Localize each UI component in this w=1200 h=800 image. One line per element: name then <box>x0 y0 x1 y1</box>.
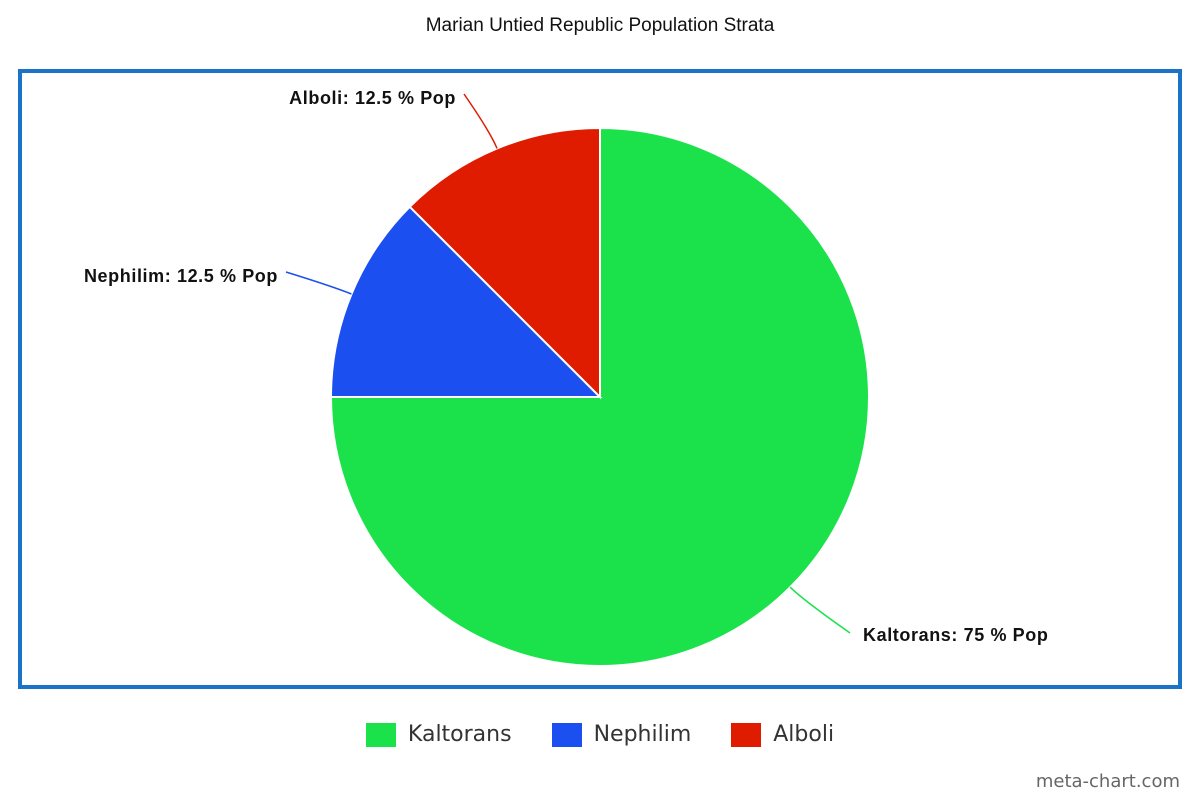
legend-swatch <box>731 722 762 747</box>
watermark: meta-chart.com <box>1035 771 1180 792</box>
legend-label: Alboli <box>773 722 835 747</box>
legend-item-alboli: Alboli <box>731 722 834 747</box>
data-label-nephilim: Nephilim: 12.5 % Pop <box>84 266 278 286</box>
chart-frame <box>18 69 1182 689</box>
legend-item-kaltorans: Kaltorans <box>365 722 512 747</box>
legend-item-nephilim: Nephilim <box>551 722 692 747</box>
leader-line-kaltorans <box>789 586 851 634</box>
legend-label: Nephilim <box>593 722 692 747</box>
data-label-kaltorans: Kaltorans: 75 % Pop <box>863 625 1048 645</box>
legend-label: Kaltorans <box>407 722 512 747</box>
legend-swatch <box>365 722 396 747</box>
data-label-alboli: Alboli: 12.5 % Pop <box>289 88 456 108</box>
leader-lines <box>285 93 851 634</box>
legend: Kaltorans Nephilim Alboli <box>0 722 1200 747</box>
pie-slices <box>329 126 870 667</box>
legend-swatch <box>551 722 582 747</box>
data-labels: Kaltorans: 75 % Pop Nephilim: 12.5 % Pop A… <box>84 88 1048 645</box>
leader-line-alboli <box>463 93 498 149</box>
leader-line-nephilim <box>285 271 352 295</box>
chart-title: Marian Untied Republic Population Strata <box>425 15 775 36</box>
